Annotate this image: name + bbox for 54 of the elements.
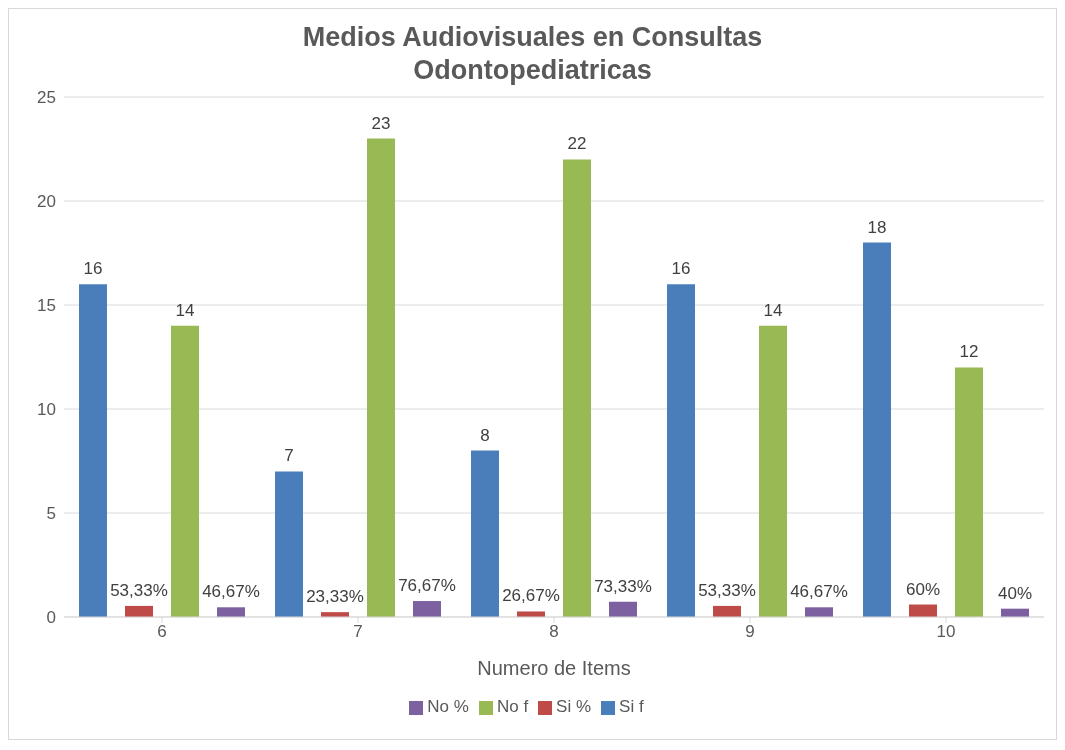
bar <box>563 159 591 617</box>
data-label: 16 <box>83 259 103 279</box>
legend-label: No f <box>496 697 529 716</box>
data-label: 7 <box>284 446 294 466</box>
bar <box>863 242 891 617</box>
x-tick-label: 6 <box>157 622 167 642</box>
bar <box>275 471 303 617</box>
bar <box>79 284 107 617</box>
data-label: 40% <box>997 583 1033 603</box>
legend-label: No % <box>427 697 469 716</box>
bar <box>805 607 833 617</box>
legend-label: Si f <box>619 697 644 716</box>
data-label: 26,67% <box>502 586 560 606</box>
data-label: 46,67% <box>202 582 260 602</box>
data-label: 16 <box>671 259 691 279</box>
y-tick-label: 10 <box>37 400 56 420</box>
bar <box>125 605 153 617</box>
data-label: 23 <box>371 113 391 133</box>
data-label: 14 <box>763 300 783 320</box>
y-tick-label: 15 <box>37 296 56 316</box>
data-label: 53,33% <box>698 580 756 600</box>
bar <box>171 325 199 617</box>
bar <box>413 601 441 617</box>
data-label: 22 <box>567 134 587 154</box>
data-label: 12 <box>959 342 979 362</box>
bar <box>609 601 637 617</box>
bar <box>759 325 787 617</box>
x-tick-label: 9 <box>745 622 755 642</box>
data-label: 8 <box>480 425 490 445</box>
x-tick-label: 10 <box>936 622 956 642</box>
chart-title: Medios Audiovisuales en Consultas Odontopediatricas <box>302 22 763 85</box>
y-tick-label: 25 <box>37 88 56 108</box>
bar <box>471 450 499 617</box>
legend-label: Si % <box>556 697 592 716</box>
data-label: 73,33% <box>594 576 652 596</box>
data-label: 53,33% <box>110 580 168 600</box>
bar <box>955 367 983 617</box>
x-tick-label: 7 <box>353 622 363 642</box>
bar <box>367 138 395 617</box>
bar <box>667 284 695 617</box>
data-label: 76,67% <box>398 576 456 596</box>
y-tick-label: 20 <box>37 192 56 212</box>
bar <box>217 607 245 617</box>
data-label: 14 <box>175 300 195 320</box>
x-axis-title: Numero de Items <box>477 657 631 679</box>
x-tick-label: 8 <box>549 622 559 642</box>
data-label: 60% <box>905 579 941 599</box>
bar <box>517 611 545 617</box>
data-label: 23,33% <box>306 587 364 607</box>
y-tick-label: 5 <box>46 504 56 524</box>
data-label: 46,67% <box>790 582 848 602</box>
bar <box>713 605 741 617</box>
y-tick-label: 0 <box>46 608 56 628</box>
data-label: 18 <box>867 217 887 237</box>
